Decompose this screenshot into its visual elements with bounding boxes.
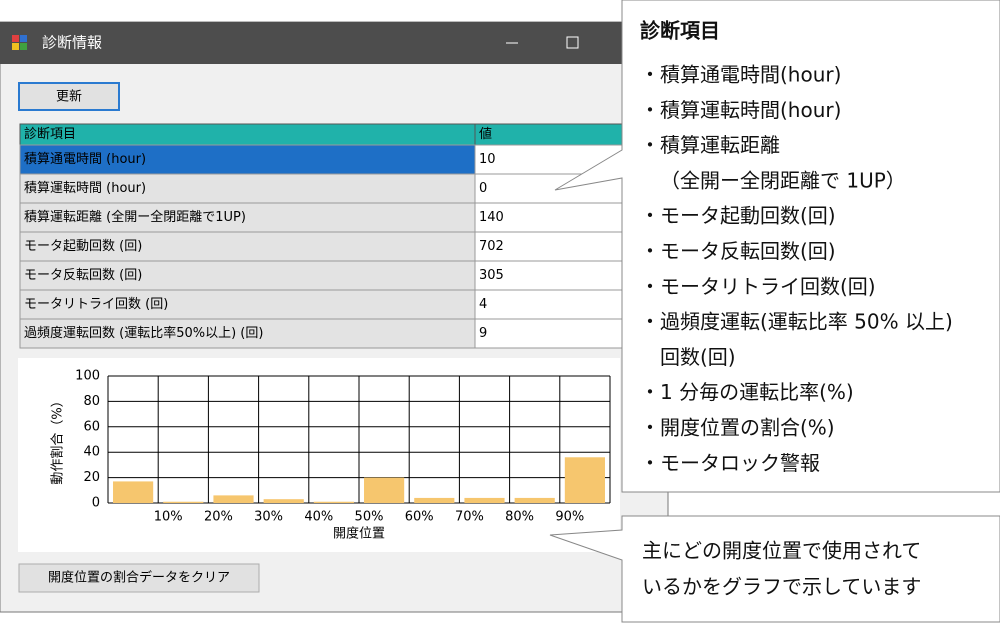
x-tick-label: 20% bbox=[204, 510, 233, 525]
bar bbox=[213, 495, 254, 503]
bar bbox=[414, 497, 455, 503]
y-tick-label: 80 bbox=[83, 394, 100, 409]
app-icon bbox=[20, 35, 27, 42]
cell-name: 過頻度運転回数 (運転比率50%以上) (回) bbox=[24, 325, 263, 341]
callout-item: ・モータ起動回数(回) bbox=[640, 204, 836, 228]
bar bbox=[514, 497, 555, 503]
bar bbox=[113, 481, 154, 503]
column-header: 診断項目 bbox=[24, 126, 76, 142]
bar bbox=[163, 501, 204, 503]
callout-items: 診断項目 ・積算通電時間(hour) ・積算運転時間(hour) ・積算運転距離 （全… bbox=[554, 0, 1000, 493]
clear-button-label: 開度位置の割合データをクリア bbox=[48, 570, 230, 586]
bar bbox=[313, 501, 354, 503]
callout-item: ・積算運転距離 bbox=[640, 133, 780, 157]
y-tick-label: 40 bbox=[83, 445, 100, 460]
chart: 0 20 40 60 80 100 10% 20% 30% 40% 50% 60% 70% 80% 90% 開… bbox=[50, 369, 611, 542]
x-tick-label: 10% bbox=[154, 510, 183, 525]
y-tick-label: 60 bbox=[83, 419, 100, 434]
app-icon bbox=[12, 35, 19, 42]
bar bbox=[263, 499, 304, 503]
cell-name: 積算運転距離 (全開ー全閉距離で1UP) bbox=[24, 209, 246, 225]
cell-name: 積算運転時間 (hour) bbox=[24, 181, 146, 196]
bar bbox=[464, 497, 505, 503]
y-axis-label: 動作割合（%） bbox=[50, 394, 66, 484]
callout-item: ・積算通電時間(hour) bbox=[640, 63, 841, 87]
cell-value: 140 bbox=[479, 210, 504, 225]
callout-box bbox=[549, 515, 1000, 623]
grid-header bbox=[19, 123, 669, 146]
row-name-cell bbox=[19, 202, 476, 233]
callout-chart: 主にどの開度位置で使用されて いるかをグラフで示しています bbox=[549, 515, 1000, 623]
callout-note: 主にどの開度位置で使用されて bbox=[642, 539, 921, 563]
x-tick-label: 90% bbox=[555, 510, 584, 525]
callout-title: 診断項目 bbox=[640, 19, 720, 43]
callout-item: ・過頻度運転(運転比率 50% 以上) bbox=[640, 310, 953, 334]
callout-item: ・1 分毎の運転比率(%) bbox=[640, 380, 854, 404]
callout-item: ・モータロック警報 bbox=[640, 451, 820, 475]
cell-name: モータ起動回数 (回) bbox=[24, 239, 142, 254]
cell-value: 10 bbox=[479, 152, 496, 167]
cell-value: 9 bbox=[479, 326, 487, 341]
callout-item: 回数(回) bbox=[660, 345, 736, 369]
cell-name: モータリトライ回数 (回) bbox=[24, 297, 168, 312]
x-tick-label: 60% bbox=[405, 510, 434, 525]
callout-item: ・積算運転時間(hour) bbox=[640, 98, 841, 122]
bar bbox=[364, 477, 405, 503]
y-tick-label: 0 bbox=[92, 496, 100, 511]
title-bar bbox=[0, 22, 668, 64]
callout-item: ・モータリトライ回数(回) bbox=[640, 274, 876, 298]
y-tick-label: 100 bbox=[75, 369, 100, 384]
column-header: 値 bbox=[479, 126, 492, 142]
refresh-button-label: 更新 bbox=[56, 89, 82, 105]
app-icon bbox=[20, 43, 27, 50]
x-tick-label: 70% bbox=[455, 510, 484, 525]
maximize-button[interactable] bbox=[566, 36, 579, 49]
x-tick-label: 30% bbox=[254, 510, 283, 525]
row-name-cell bbox=[19, 289, 476, 320]
callout-item: ・モータ反転回数(回) bbox=[640, 239, 836, 263]
bar bbox=[564, 457, 605, 503]
x-axis-label: 開度位置 bbox=[333, 526, 385, 542]
x-tick-label: 40% bbox=[304, 510, 333, 525]
refresh-button[interactable] bbox=[18, 82, 120, 111]
y-tick-label: 20 bbox=[83, 470, 100, 485]
cell-value: 305 bbox=[479, 268, 504, 283]
callout-item: （全開ー全閉距離で 1UP） bbox=[660, 168, 906, 192]
cell-name: 積算通電時間 (hour) bbox=[24, 152, 146, 167]
cell-value: 0 bbox=[479, 181, 487, 196]
x-tick-label: 50% bbox=[355, 510, 384, 525]
callout-note: いるかをグラフで示しています bbox=[642, 575, 921, 599]
cell-name: モータ反転回数 (回) bbox=[24, 268, 142, 283]
clear-button[interactable] bbox=[18, 563, 260, 593]
app-icon bbox=[12, 43, 19, 50]
chart-panel bbox=[18, 358, 620, 552]
cell-value: 4 bbox=[479, 297, 487, 312]
cell-value: 702 bbox=[479, 239, 504, 254]
window-title: 診断情報 bbox=[42, 34, 102, 52]
x-tick-label: 80% bbox=[505, 510, 534, 525]
callout-item: ・開度位置の割合(%) bbox=[640, 416, 835, 440]
callout-box bbox=[554, 0, 1000, 493]
row-name-cell bbox=[19, 260, 476, 291]
row-name-cell bbox=[19, 173, 476, 204]
